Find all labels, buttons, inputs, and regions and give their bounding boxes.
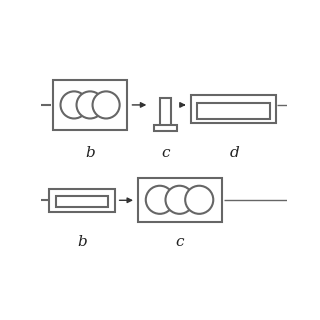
Text: b: b bbox=[77, 235, 87, 249]
Circle shape bbox=[185, 186, 213, 214]
Circle shape bbox=[76, 92, 104, 118]
Bar bbox=[138, 178, 222, 222]
Circle shape bbox=[92, 92, 120, 118]
Bar bbox=[160, 98, 171, 126]
Bar bbox=[197, 103, 270, 119]
Bar bbox=[191, 95, 276, 124]
Circle shape bbox=[146, 186, 174, 214]
Circle shape bbox=[60, 92, 88, 118]
Bar bbox=[154, 124, 177, 131]
Text: d: d bbox=[229, 146, 239, 160]
Circle shape bbox=[165, 186, 194, 214]
Bar bbox=[53, 80, 127, 130]
Bar bbox=[56, 196, 108, 207]
Text: c: c bbox=[176, 235, 184, 249]
Bar bbox=[49, 189, 115, 212]
Text: b: b bbox=[85, 146, 95, 160]
Text: c: c bbox=[161, 146, 170, 160]
